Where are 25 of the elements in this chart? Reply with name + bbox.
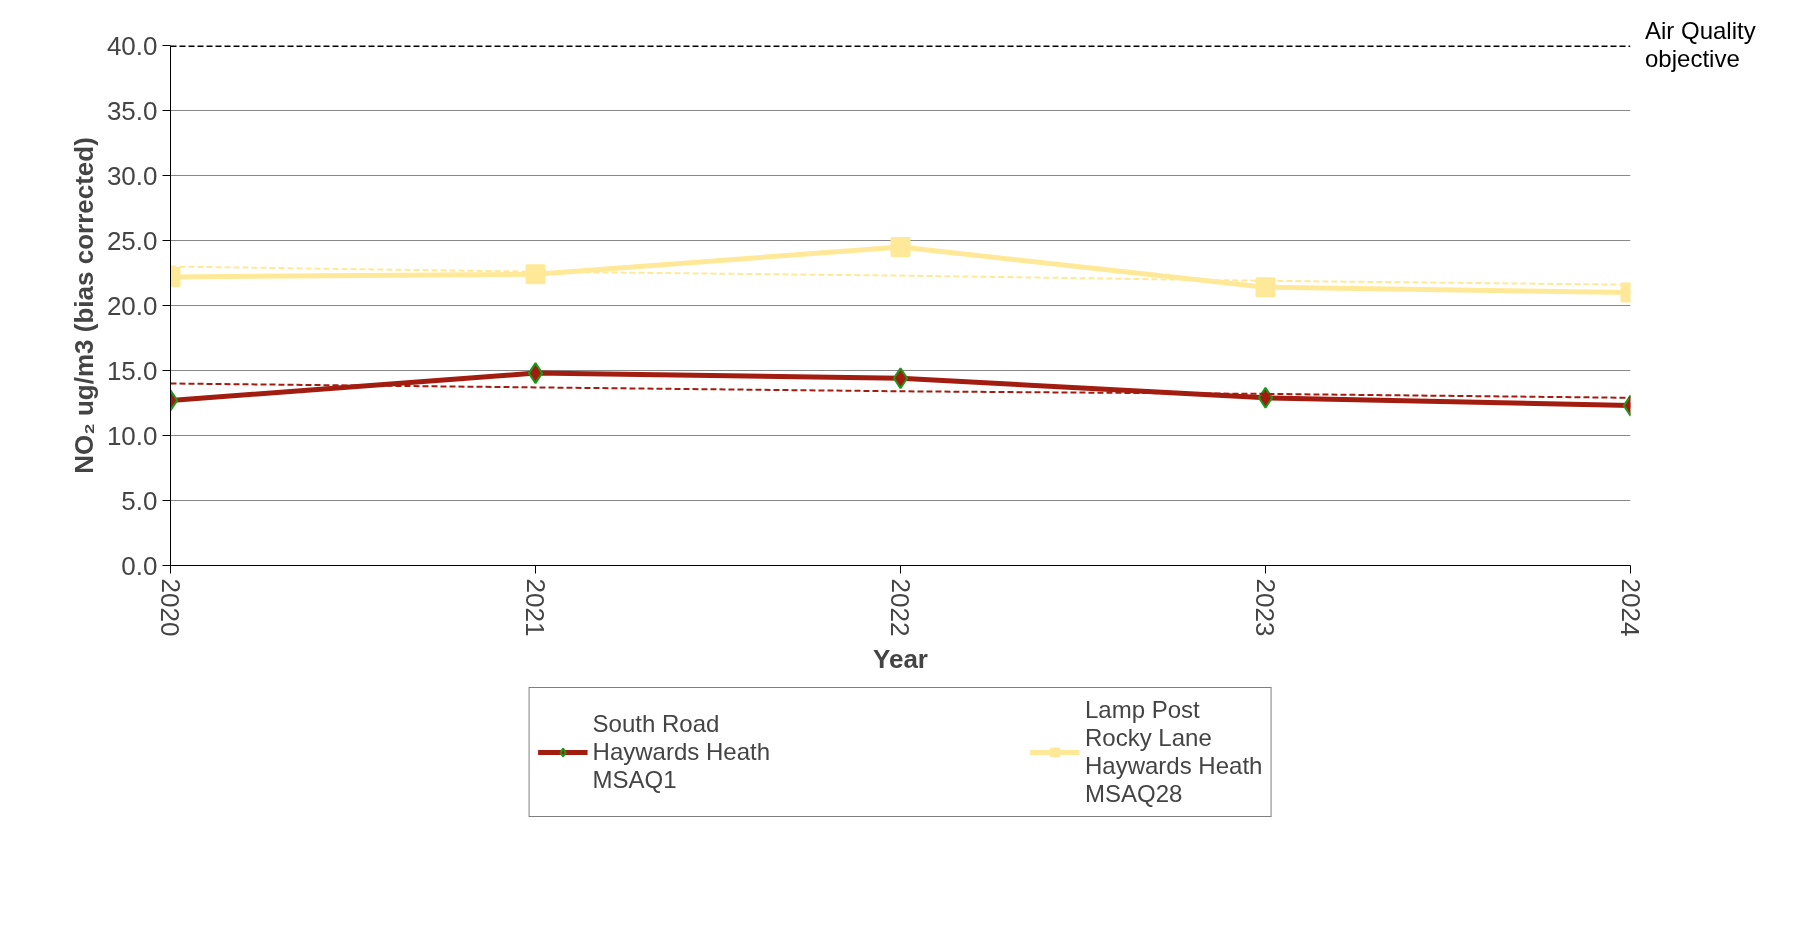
y-axis-title: NO₂ ug/m3 (bias corrected) bbox=[68, 137, 99, 474]
x-tick-label: 2023 bbox=[1250, 578, 1281, 637]
x-tick-label: 2022 bbox=[885, 578, 916, 637]
legend-label: South Road Haywards Heath MSAQ1 bbox=[592, 710, 770, 794]
y-tick-label: 25.0 bbox=[106, 225, 158, 256]
ref-line-label: Air Quality objective bbox=[1645, 17, 1756, 73]
y-tick-label: 40.0 bbox=[106, 30, 158, 61]
point bbox=[525, 264, 546, 285]
point bbox=[1257, 386, 1274, 409]
y-tick-label: 20.0 bbox=[106, 290, 158, 321]
x-axis-title: Year bbox=[873, 644, 928, 675]
x-tick-label: 2024 bbox=[1615, 578, 1646, 637]
point bbox=[1255, 277, 1276, 298]
x-tick-label: 2020 bbox=[155, 578, 186, 637]
y-tick-label: 5.0 bbox=[121, 485, 158, 516]
y-tick-label: 35.0 bbox=[106, 95, 158, 126]
legend-label: Lamp Post Rocky Lane Haywards Heath MSAQ28 bbox=[1085, 696, 1263, 808]
point bbox=[892, 367, 909, 390]
point bbox=[527, 362, 544, 385]
y-tick-label: 10.0 bbox=[106, 420, 158, 451]
y-tick-label: 30.0 bbox=[106, 160, 158, 191]
x-tick-label: 2021 bbox=[520, 578, 551, 637]
y-tick-label: 15.0 bbox=[106, 355, 158, 386]
point bbox=[890, 237, 911, 257]
y-tick-label: 0.0 bbox=[121, 550, 158, 581]
